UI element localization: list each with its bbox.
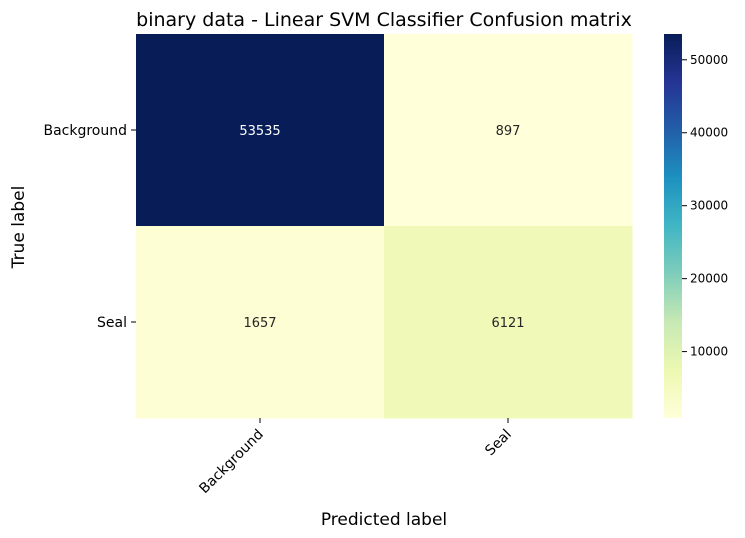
cell-value-label: 1657	[243, 316, 276, 331]
heatmap-cell	[384, 34, 633, 227]
heatmap-cells	[136, 34, 633, 419]
y-axis-label: True label	[9, 186, 29, 270]
colorbar-tick-label: 40000	[690, 126, 728, 140]
x-axis-ticks: Background Seal	[196, 418, 515, 497]
heatmap-cell	[136, 34, 385, 227]
y-tick-label: Background	[43, 123, 127, 139]
colorbar-gradient	[664, 34, 682, 418]
x-tick-label: Background	[196, 427, 266, 497]
x-tick-label: Seal	[482, 427, 515, 460]
colorbar-tick-label: 10000	[690, 345, 728, 359]
chart-title: binary data - Linear SVM Classifier Conf…	[136, 9, 632, 31]
cell-value-label: 6121	[491, 316, 524, 331]
colorbar-tick-label: 30000	[690, 199, 728, 213]
y-axis-ticks: Background Seal	[43, 123, 136, 331]
cell-value-label: 53535	[239, 124, 280, 139]
colorbar-tick-label: 20000	[690, 272, 728, 286]
y-tick-label: Seal	[97, 315, 127, 331]
heatmap-cell	[384, 226, 633, 419]
colorbar: 10000 20000 30000 40000 50000	[664, 34, 728, 418]
x-axis-label: Predicted label	[321, 510, 447, 530]
colorbar-ticks: 10000 20000 30000 40000 50000	[682, 53, 728, 359]
cell-annotations: 53535 897 1657 6121	[239, 124, 524, 331]
colorbar-tick-label: 50000	[690, 53, 728, 67]
cell-value-label: 897	[496, 124, 521, 139]
heatmap-cell	[136, 226, 385, 419]
